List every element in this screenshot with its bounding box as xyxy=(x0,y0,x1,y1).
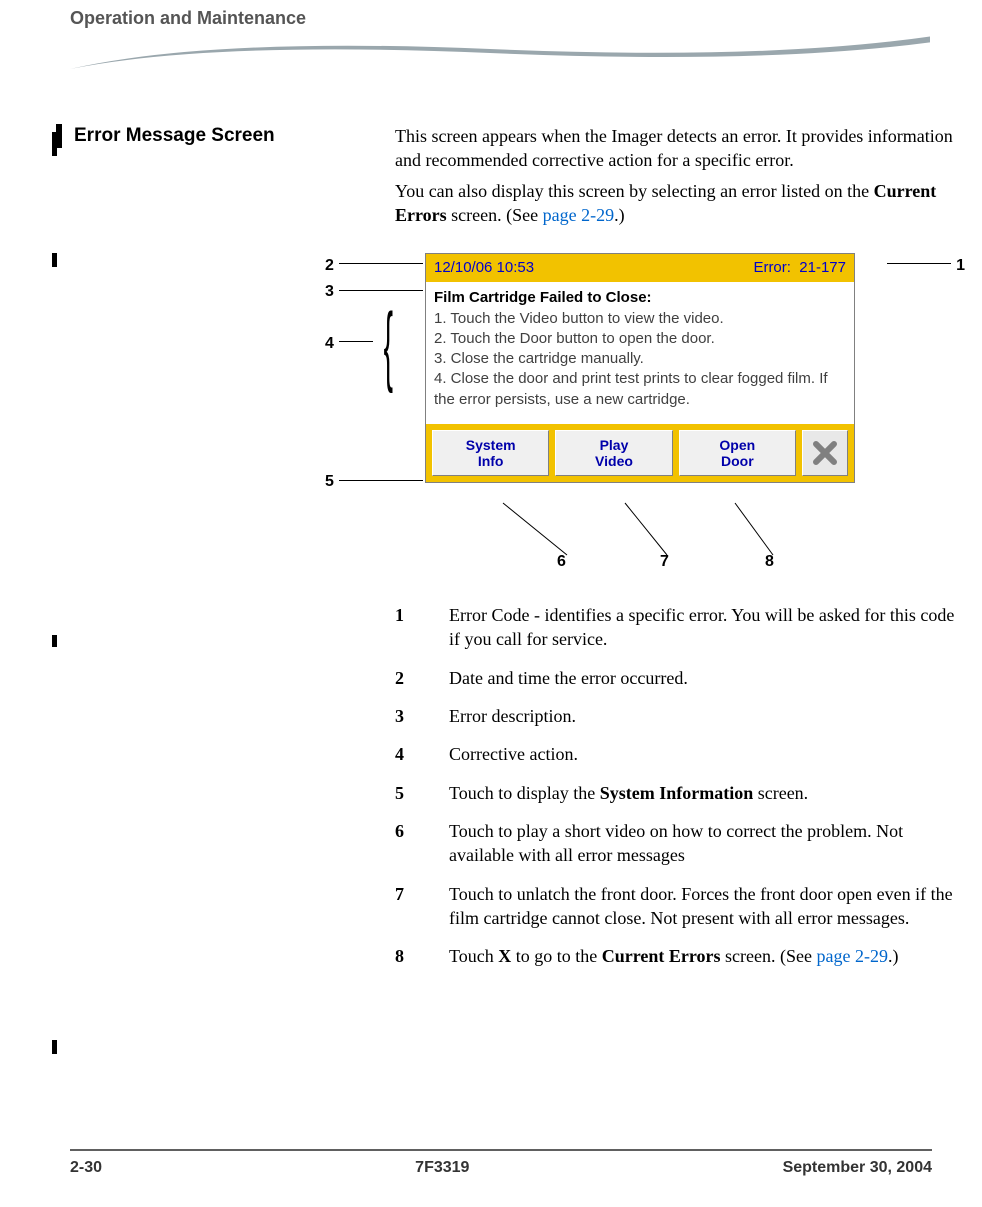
intro-p1: This screen appears when the Imager dete… xyxy=(395,124,955,173)
footer-date: September 30, 2004 xyxy=(783,1159,932,1177)
legend-row: 4 Corrective action. xyxy=(395,742,955,766)
page-link[interactable]: page 2-29 xyxy=(817,946,888,966)
error-screen-figure: 12/10/06 10:53 Error: 21-177 Film Cartri… xyxy=(335,243,955,583)
header-swoosh xyxy=(70,35,932,74)
change-bar xyxy=(52,253,57,267)
callout-2: 2 xyxy=(325,255,334,277)
change-bar xyxy=(52,1040,57,1054)
section-title: Error Message Screen xyxy=(74,125,275,146)
legend-row: 8 Touch X to go to the Current Errors sc… xyxy=(395,944,955,968)
page-footer: 2-30 7F3319 September 30, 2004 xyxy=(70,1149,932,1177)
legend-row: 1 Error Code - identifies a specific err… xyxy=(395,603,955,652)
callout-1: 1 xyxy=(956,255,965,277)
legend-row: 6 Touch to play a short video on how to … xyxy=(395,819,955,868)
legend-row: 2 Date and time the error occurred. xyxy=(395,666,955,690)
callout-3: 3 xyxy=(325,281,334,303)
change-bar xyxy=(52,635,57,647)
legend-row: 7 Touch to unlatch the front door. Force… xyxy=(395,882,955,931)
page-number: 2-30 xyxy=(70,1159,102,1177)
page-link[interactable]: page 2-29 xyxy=(543,205,614,225)
legend-row: 3 Error description. xyxy=(395,704,955,728)
doc-number: 7F3319 xyxy=(415,1159,469,1177)
intro-p2: You can also display this screen by sele… xyxy=(395,179,955,228)
legend-row: 5 Touch to display the System Informatio… xyxy=(395,781,955,805)
callout-diagonals xyxy=(335,243,955,583)
running-header: Operation and Maintenance xyxy=(70,0,932,35)
callout-legend: 1 Error Code - identifies a specific err… xyxy=(395,603,955,968)
callout-4: 4 xyxy=(325,333,334,355)
callout-5: 5 xyxy=(325,471,334,493)
intro-text: This screen appears when the Imager dete… xyxy=(395,124,955,227)
change-bar xyxy=(52,132,57,156)
